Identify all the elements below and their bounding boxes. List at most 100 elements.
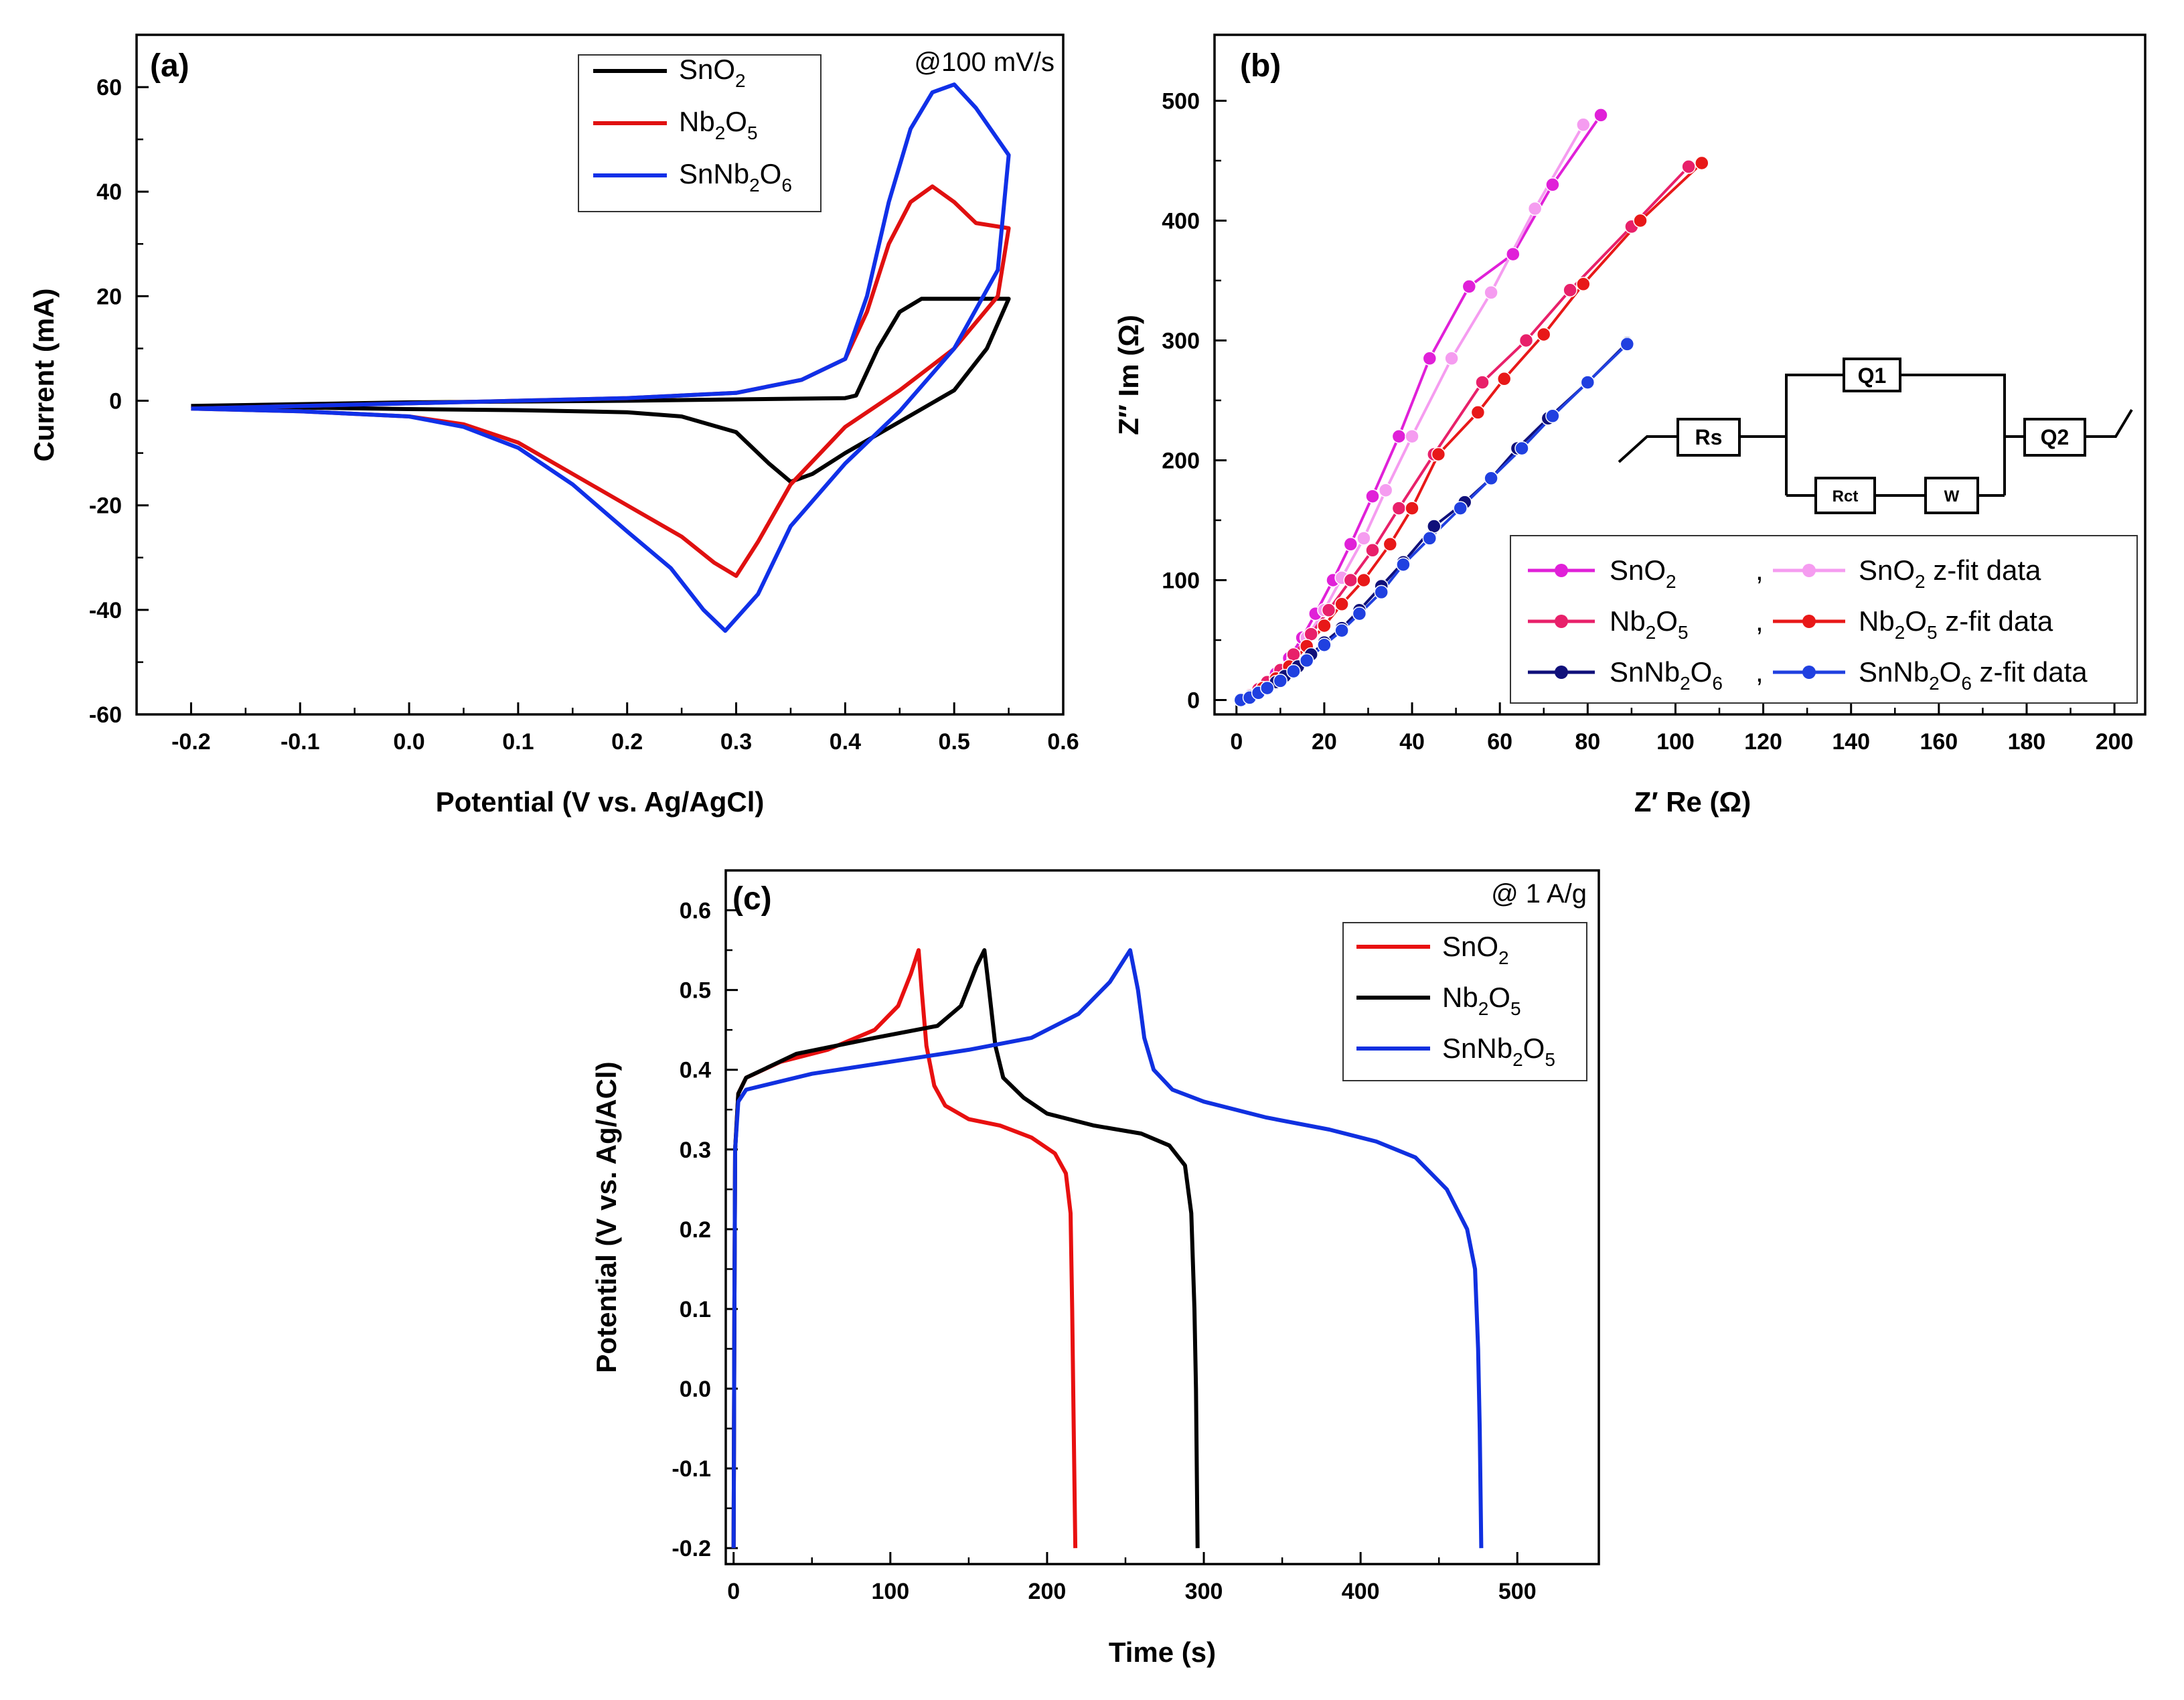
x-tick-label: 200 — [2096, 729, 2134, 755]
x-tick-label: -0.2 — [171, 729, 211, 755]
panel-a-legend-box — [578, 54, 822, 212]
x-tick-label: 160 — [1920, 729, 1958, 755]
panel-b: 0 20 40 60 80 100 120 140 160 180 200 0 100 200 300 400… — [1113, 33, 2147, 818]
panel-b-label: (b) — [1240, 48, 1281, 84]
legend-label-part: SnNb — [1610, 656, 1680, 688]
data-point-snnb2o6-z-fit-data — [1352, 606, 1367, 621]
legend-marker — [1555, 564, 1568, 577]
legend-label-part: O — [1523, 1032, 1545, 1064]
circuit-q2-box — [2023, 418, 2086, 457]
panel-b-legend-box — [1510, 535, 2138, 704]
data-point-sno2-z-fit-data — [1444, 351, 1459, 366]
legend-label-part: SnNb — [1442, 1032, 1512, 1064]
legend-label-part: SnO — [1610, 554, 1666, 586]
legend-label-part: O — [1656, 605, 1678, 637]
x-tick-label: 100 — [871, 1579, 909, 1604]
panel-c-legend-box — [1342, 922, 1587, 1081]
data-point-nb2o5-z-fit-data — [1334, 597, 1349, 612]
legend-label: SnO2 — [679, 54, 746, 91]
legend-label: SnO2 — [1610, 554, 1676, 592]
legend-marker — [1802, 666, 1816, 679]
data-point-snnb2o6-z-fit-data — [1334, 623, 1349, 638]
legend-label-part: 2 — [1498, 947, 1509, 968]
y-tick-label: 100 — [1162, 568, 1200, 594]
y-tick-label: 0.5 — [680, 978, 711, 1004]
data-point-sno2 — [1391, 429, 1407, 444]
y-tick-label: 300 — [1162, 328, 1200, 354]
y-tick-label: 400 — [1162, 208, 1200, 234]
data-point-sno2 — [1506, 246, 1520, 262]
x-tick-label: 0.5 — [939, 729, 970, 755]
series-line-sno2 — [191, 297, 1011, 484]
y-tick-label: -0.2 — [672, 1536, 711, 1561]
y-tick-label: 0.2 — [680, 1217, 711, 1243]
x-tick-label: 300 — [1185, 1579, 1223, 1604]
legend-marker — [1555, 666, 1568, 679]
x-tick-label: 40 — [1399, 729, 1425, 755]
data-point-nb2o5 — [1304, 627, 1318, 641]
x-tick-label: 180 — [2008, 729, 2046, 755]
panel-c-annotation: @ 1 A/g — [1491, 879, 1587, 909]
x-tick-label: 20 — [1312, 729, 1337, 755]
legend-label-part: O — [725, 106, 747, 137]
legend-fit-part: 2 — [1895, 622, 1905, 643]
legend-fit-part: SnNb — [1859, 656, 1929, 688]
data-point-sno2-z-fit-data — [1356, 531, 1371, 546]
legend-fit-label: SnNb2O6 z-fit data — [1859, 656, 2088, 694]
data-point-sno2-z-fit-data — [1576, 117, 1591, 133]
x-tick-label: -0.1 — [281, 729, 320, 755]
x-tick-label: 200 — [1028, 1579, 1067, 1604]
y-tick-label: -0.1 — [672, 1456, 711, 1482]
legend-label-part: SnO — [1442, 931, 1498, 962]
x-tick-label: 400 — [1342, 1579, 1380, 1604]
series-line-nb2o5 — [191, 184, 1011, 578]
panel-a-annotation: @100 mV/s — [914, 48, 1055, 77]
x-tick-label: 0.0 — [393, 729, 424, 755]
legend-label-part: O — [760, 158, 782, 189]
legend-label-part: 5 — [1545, 1049, 1555, 1070]
data-point-sno2 — [1422, 351, 1437, 366]
x-tick-label: 0.1 — [502, 729, 534, 755]
data-point-snnb2o6-z-fit-data — [1545, 408, 1560, 424]
data-point-sno2 — [1593, 108, 1608, 123]
legend-label-part: Nb — [1442, 982, 1478, 1013]
data-point-nb2o5-z-fit-data — [1356, 572, 1371, 588]
data-point-snnb2o6-z-fit-data — [1514, 441, 1529, 456]
legend-fit-part: 5 — [1927, 622, 1938, 643]
legend-marker — [1555, 615, 1568, 628]
legend-label-part: SnO — [679, 54, 735, 85]
panel-c-label: (c) — [732, 881, 772, 917]
data-point-snnb2o6-z-fit-data — [1317, 637, 1332, 652]
y-tick-label: 20 — [96, 284, 122, 309]
data-point-snnb2o6 — [1427, 519, 1441, 534]
legend-fit-part: 2 — [1929, 673, 1940, 694]
data-point-snnb2o6-z-fit-data — [1620, 337, 1635, 352]
legend-label-part: SnNb — [679, 158, 749, 189]
legend-fit-part: z-fit data — [1926, 554, 2041, 586]
data-point-nb2o5 — [1681, 159, 1696, 174]
data-point-snnb2o6-z-fit-data — [1259, 680, 1275, 696]
legend-label-part: 5 — [747, 123, 758, 143]
data-point-snnb2o6-z-fit-data — [1273, 674, 1288, 688]
legend-fit-part: 2 — [1915, 571, 1926, 592]
data-point-snnb2o6-z-fit-data — [1299, 653, 1314, 668]
series-line-snnb2o5 — [731, 948, 1484, 1549]
legend-label-part: Nb — [679, 106, 715, 137]
x-tick-label: 120 — [1744, 729, 1782, 755]
panel-a-frame — [135, 33, 1065, 716]
legend-label-part: 2 — [735, 70, 746, 91]
legend-separator: , — [1756, 656, 1764, 688]
legend-fit-part: z-fit data — [1938, 605, 2053, 637]
circuit-rs-label: Rs — [1695, 425, 1723, 449]
data-point-sno2-z-fit-data — [1378, 483, 1393, 497]
panel-c-ylabel: Potential (V vs. Ag/ACl) — [591, 1061, 622, 1373]
legend-label-part: 2 — [1646, 622, 1656, 643]
equivalent-circuit — [1618, 358, 2133, 514]
data-point-nb2o5 — [1391, 501, 1407, 516]
legend-label-part: 2 — [1680, 673, 1691, 694]
y-tick-label: -40 — [89, 598, 122, 623]
data-point-nb2o5-z-fit-data — [1405, 501, 1419, 516]
circuit-q1-label: Q1 — [1858, 364, 1887, 388]
